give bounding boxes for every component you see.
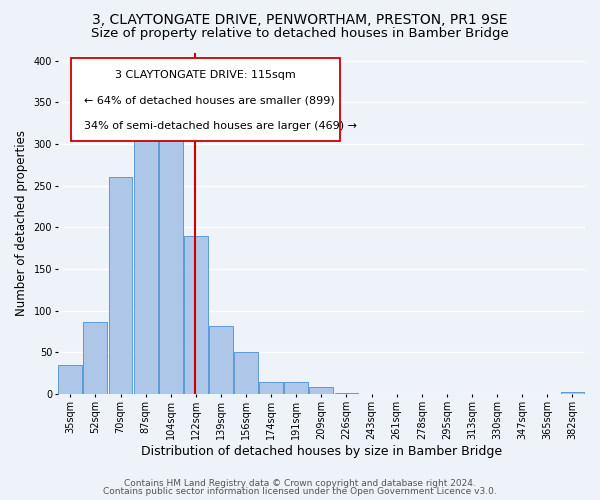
Bar xyxy=(209,326,233,394)
Bar xyxy=(284,382,308,394)
Bar xyxy=(335,393,358,394)
FancyBboxPatch shape xyxy=(71,58,340,142)
X-axis label: Distribution of detached houses by size in Bamber Bridge: Distribution of detached houses by size … xyxy=(141,444,502,458)
Text: Size of property relative to detached houses in Bamber Bridge: Size of property relative to detached ho… xyxy=(91,28,509,40)
Y-axis label: Number of detached properties: Number of detached properties xyxy=(15,130,28,316)
Bar xyxy=(560,392,584,394)
Bar xyxy=(109,176,133,394)
Bar xyxy=(159,119,182,394)
Text: Contains public sector information licensed under the Open Government Licence v3: Contains public sector information licen… xyxy=(103,487,497,496)
Bar xyxy=(134,121,158,394)
Text: 3, CLAYTONGATE DRIVE, PENWORTHAM, PRESTON, PR1 9SE: 3, CLAYTONGATE DRIVE, PENWORTHAM, PRESTO… xyxy=(92,12,508,26)
Bar xyxy=(83,322,107,394)
Text: Contains HM Land Registry data © Crown copyright and database right 2024.: Contains HM Land Registry data © Crown c… xyxy=(124,478,476,488)
Bar xyxy=(259,382,283,394)
Text: 3 CLAYTONGATE DRIVE: 115sqm: 3 CLAYTONGATE DRIVE: 115sqm xyxy=(115,70,296,80)
Text: 34% of semi-detached houses are larger (469) →: 34% of semi-detached houses are larger (… xyxy=(84,121,357,131)
Text: ← 64% of detached houses are smaller (899): ← 64% of detached houses are smaller (89… xyxy=(84,95,335,105)
Bar xyxy=(310,386,333,394)
Bar xyxy=(58,365,82,394)
Bar xyxy=(234,352,258,394)
Bar xyxy=(184,236,208,394)
